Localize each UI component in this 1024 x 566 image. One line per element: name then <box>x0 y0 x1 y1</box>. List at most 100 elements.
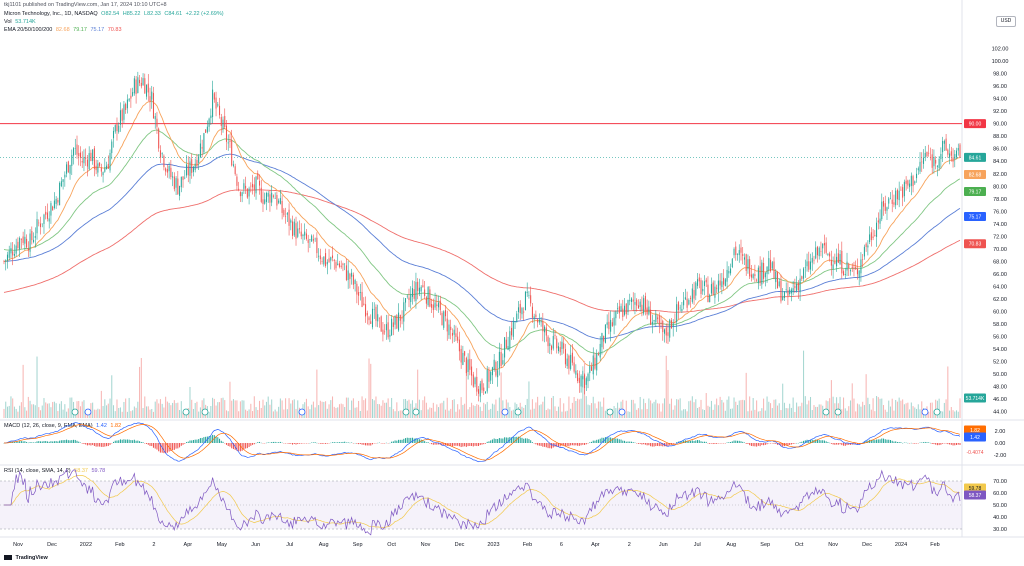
candle-body <box>264 199 266 204</box>
candle-body <box>73 148 75 156</box>
event-marker <box>182 408 190 416</box>
brand-logo[interactable]: TradingView <box>4 555 50 562</box>
candle-body <box>856 268 858 275</box>
candle-body <box>922 157 925 164</box>
candle-body <box>571 352 573 363</box>
volume-bar <box>907 402 909 418</box>
candle-body <box>285 215 287 217</box>
macd-histogram-bar <box>15 441 17 443</box>
candle-body <box>15 245 17 254</box>
volume-bar <box>851 383 853 418</box>
candle-body <box>662 320 664 333</box>
macd-histogram-bar <box>455 443 457 446</box>
volume-bar <box>848 406 850 418</box>
candle-body <box>74 147 76 149</box>
candle-body <box>177 178 179 195</box>
symbol-title[interactable]: Micron Technology, Inc., 1D, NASDAQ <box>4 11 98 17</box>
candle-body <box>867 245 869 248</box>
volume-bar <box>637 408 639 418</box>
volume-bar <box>770 403 772 418</box>
volume-bar <box>335 407 337 418</box>
volume-bar <box>312 401 314 418</box>
volume-bar <box>401 410 403 418</box>
volume-bar <box>491 403 493 418</box>
candle-body <box>910 175 912 186</box>
volume-bar <box>829 398 831 418</box>
macd-histogram-bar <box>368 443 370 446</box>
price-tick-label: 92.00 <box>993 109 1007 115</box>
volume-bar <box>740 400 742 418</box>
macd-histogram-bar <box>45 441 47 443</box>
volume-bar <box>446 397 448 418</box>
volume-bar <box>921 401 923 418</box>
volume-bar <box>375 396 377 418</box>
volume-bar <box>457 404 459 418</box>
macd-histogram-bar <box>874 440 876 443</box>
volume-bar <box>526 398 528 418</box>
macd-histogram-bar <box>582 443 584 445</box>
candle-body <box>3 260 5 262</box>
volume-bar <box>78 400 80 418</box>
candle-body <box>632 299 634 302</box>
macd-histogram-bar <box>13 442 15 443</box>
candle-body <box>222 119 224 130</box>
volume-bar <box>27 396 29 418</box>
macd-histogram-bar <box>846 443 848 446</box>
macd-histogram-bar <box>658 443 660 447</box>
candle-body <box>161 153 163 155</box>
volume-bar <box>639 396 641 418</box>
candle-body <box>114 125 116 132</box>
candle-body <box>705 279 707 283</box>
volume-bar <box>808 400 810 418</box>
candle-body <box>578 377 580 383</box>
candle-body <box>509 331 511 349</box>
candle-body <box>238 188 240 190</box>
volume-bar <box>919 409 921 418</box>
volume-bar <box>717 405 719 418</box>
rsi-legend[interactable]: RSI (14, close, SMA, 14, 2) 58.37 59.78 <box>4 468 107 475</box>
volume-bar <box>318 405 320 418</box>
candle-body <box>481 380 483 391</box>
macd-histogram-bar <box>486 441 488 443</box>
volume-legend[interactable]: Vol 53.714K <box>4 19 38 26</box>
volume-bar <box>712 409 714 418</box>
macd-histogram-bar <box>66 439 68 443</box>
candle-body <box>498 351 500 369</box>
candle-body <box>929 157 931 158</box>
candle-body <box>370 321 372 324</box>
macd-histogram-bar <box>872 439 874 443</box>
candle-body <box>166 169 168 173</box>
volume-bar <box>834 403 836 418</box>
volume-bar <box>57 411 59 418</box>
currency-button[interactable]: USD <box>996 16 1016 27</box>
candle-body <box>29 233 31 252</box>
macd-legend[interactable]: MACD (12, 26, close, 9, EMA, EMA) 1.42 1… <box>4 423 123 430</box>
volume-bar <box>432 402 434 418</box>
volume-bar <box>879 398 881 418</box>
volume-bar <box>601 406 603 418</box>
macd-histogram-bar <box>478 443 480 446</box>
ema50-badge: 79.17 <box>969 189 982 195</box>
candle-body <box>189 161 191 176</box>
volume-bar <box>267 396 269 418</box>
macd-histogram-bar <box>662 443 664 447</box>
volume-bar <box>71 397 73 418</box>
candle-body <box>311 235 313 242</box>
volume-bar <box>672 409 674 418</box>
candle-body <box>577 373 579 381</box>
volume-bar <box>627 411 629 418</box>
volume-bar <box>676 399 678 418</box>
candle-body <box>39 223 42 228</box>
macd-histogram-bar <box>199 438 201 443</box>
macd-histogram-bar <box>497 439 499 443</box>
macd-histogram-bar <box>876 439 878 443</box>
candle-body <box>102 172 104 176</box>
ema-legend[interactable]: EMA 20/50/100/200 82.68 79.17 75.17 70.8… <box>4 27 124 34</box>
volume-bar <box>537 396 539 418</box>
macd-histogram-bar <box>471 443 473 447</box>
volume-bar <box>411 400 413 418</box>
volume-bar <box>580 398 582 418</box>
macd-histogram-bar <box>571 443 573 446</box>
volume-bar <box>757 411 759 418</box>
